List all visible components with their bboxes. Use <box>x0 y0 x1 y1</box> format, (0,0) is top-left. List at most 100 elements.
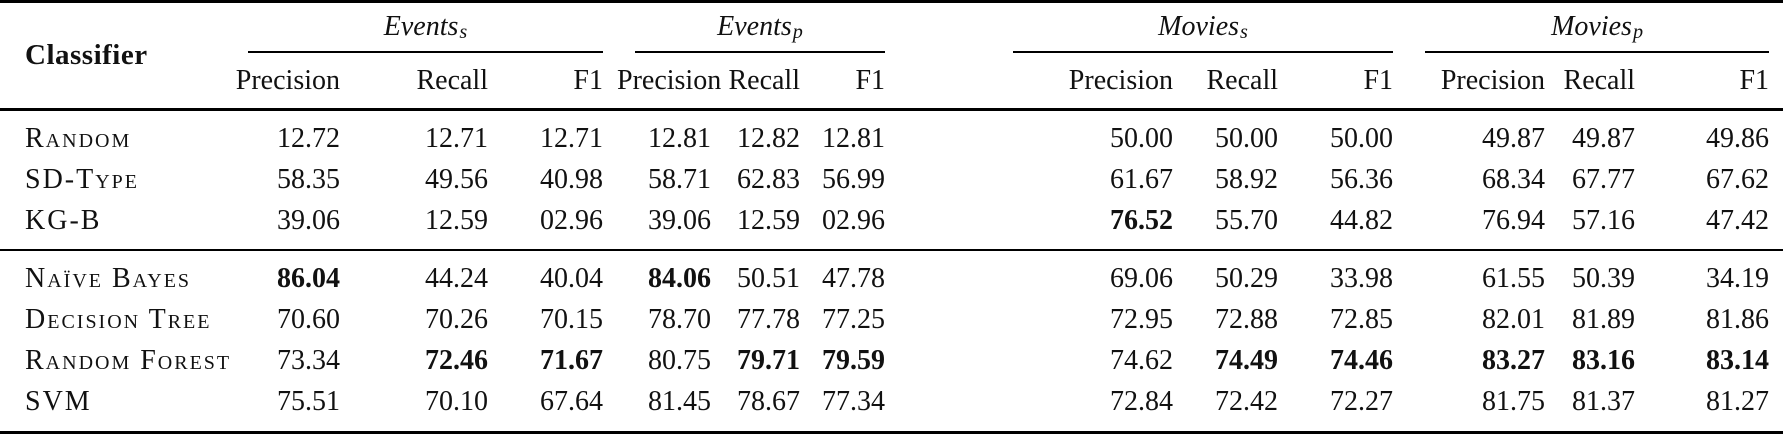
table-row: SVM 75.51 70.10 67.64 81.45 78.67 77.34 72.84 72… <box>0 382 1783 432</box>
metric-value: 77.34 <box>822 385 886 417</box>
metric-value: 81.45 <box>648 385 711 417</box>
metric-value: 57.16 <box>1572 204 1636 236</box>
metric-value: 56.36 <box>1330 163 1394 195</box>
column-spacer <box>899 382 995 432</box>
metric-value: 39.06 <box>277 204 340 236</box>
metric-value: 34.19 <box>1649 249 1783 301</box>
metric-column-header: F1 <box>502 53 617 111</box>
metric-value: 70.15 <box>540 304 603 336</box>
metric-value: 84.06 <box>617 249 725 301</box>
group-header-events-p: Events p <box>617 2 899 53</box>
metric-value: 72.84 <box>1110 385 1174 417</box>
group-name: Movies <box>1158 11 1240 42</box>
metric-value: 86.04 <box>230 249 354 301</box>
column-spacer <box>899 300 995 341</box>
group-name: Events <box>383 11 459 42</box>
metric-value: 80.75 <box>648 344 711 376</box>
metric-value: 02.96 <box>822 204 886 236</box>
metric-column-header: Recall <box>725 53 814 111</box>
classifier-name: Naïve Bayes <box>0 249 230 301</box>
metric-value: 50.29 <box>1187 249 1293 301</box>
metric-value: 70.60 <box>277 304 340 336</box>
metric-value: 72.85 <box>1330 304 1394 336</box>
metric-value: 50.39 <box>1559 249 1650 301</box>
metric-column-header: Precision <box>617 53 725 111</box>
column-spacer <box>899 1 996 111</box>
metric-header-row: Precision Recall F1 Precision Recall F1 Precis… <box>0 53 1783 111</box>
metric-value: 50.00 <box>1330 123 1394 154</box>
metric-value: 78.67 <box>737 385 800 417</box>
metric-value: 12.72 <box>277 123 340 154</box>
metric-value: 68.34 <box>1482 163 1546 195</box>
metric-value: 75.51 <box>277 385 340 417</box>
column-spacer <box>899 249 996 301</box>
group-name: Movies <box>1551 11 1632 42</box>
column-spacer <box>899 201 995 251</box>
metric-value: 74.49 <box>1215 344 1279 376</box>
metric-column-header: Recall <box>1559 53 1650 111</box>
group-subscript: s <box>1240 20 1248 43</box>
metric-value: 12.59 <box>737 204 800 236</box>
metric-value: 44.24 <box>354 249 502 301</box>
group-header-events-s: Events s <box>230 2 617 53</box>
column-spacer <box>899 110 995 160</box>
metric-value: 61.67 <box>1110 163 1174 195</box>
metric-value: 78.70 <box>648 304 711 336</box>
metric-value: 81.86 <box>1706 304 1770 336</box>
metric-value: 83.16 <box>1572 344 1636 376</box>
metric-value: 39.06 <box>648 204 711 236</box>
metric-value: 70.26 <box>425 304 488 336</box>
metric-value: 69.06 <box>995 249 1188 301</box>
group-header-movies-s: Movies s <box>995 2 1407 53</box>
metric-value: 12.71 <box>540 123 603 154</box>
group-label: Events s <box>248 3 603 53</box>
metric-value: 58.35 <box>277 163 340 195</box>
metric-value: 77.78 <box>737 304 800 336</box>
table-row: Decision Tree 70.60 70.26 70.15 78.70 77.78 77… <box>0 300 1783 341</box>
metric-value: 55.70 <box>1215 204 1279 236</box>
metric-value: 74.62 <box>1110 344 1174 376</box>
metric-value: 58.92 <box>1215 163 1279 195</box>
metric-value: 76.52 <box>1110 204 1174 236</box>
metric-column-header: Recall <box>1187 53 1293 111</box>
metric-value: 76.94 <box>1482 204 1546 236</box>
classifier-name: Random <box>25 123 132 154</box>
metric-value: 50.51 <box>725 249 814 301</box>
classifier-name: Random Forest <box>25 344 232 376</box>
group-label: Events p <box>635 3 886 53</box>
metric-value: 49.87 <box>1572 123 1636 154</box>
metric-value: 47.78 <box>814 249 900 301</box>
metric-column-header: F1 <box>1292 53 1408 111</box>
group-header-row: Classifier Events s Events p Movies s Movie… <box>0 1 1783 111</box>
group-subscript: p <box>1632 20 1644 43</box>
metric-value: 12.59 <box>425 204 488 236</box>
metric-value: 58.71 <box>648 163 711 195</box>
table-row: Naïve Bayes 86.04 44.24 40.04 84.06 50.51 47.7… <box>0 249 1783 301</box>
group-header-movies-p: Movies p <box>1407 2 1783 53</box>
metric-value: 67.64 <box>540 385 603 417</box>
group-subscript: s <box>459 20 468 43</box>
metric-value: 79.71 <box>737 344 800 376</box>
metric-value: 50.00 <box>1215 123 1279 154</box>
table-header: Classifier Events s Events p Movies s Movie… <box>0 1 1783 111</box>
classifier-name: Decision Tree <box>25 304 212 336</box>
metric-value: 56.99 <box>822 163 886 195</box>
metric-value: 67.62 <box>1706 163 1770 195</box>
metric-value: 77.25 <box>822 304 886 336</box>
metric-value: 72.27 <box>1330 385 1394 417</box>
metric-value: 49.87 <box>1482 123 1546 154</box>
metric-value: 49.56 <box>425 163 488 195</box>
metric-value: 33.98 <box>1292 249 1408 301</box>
group-label: Movies s <box>1013 3 1394 53</box>
table-body: Random 12.72 12.71 12.71 12.81 12.82 12.81 50.0… <box>0 110 1783 433</box>
table-row: Random 12.72 12.71 12.71 12.81 12.82 12.81 50.0… <box>0 110 1783 160</box>
metric-value: 61.55 <box>1407 249 1560 301</box>
metric-value: 44.82 <box>1330 204 1394 236</box>
metric-value: 70.10 <box>425 385 488 417</box>
metric-value: 71.67 <box>540 344 603 376</box>
table-row: Random Forest 73.34 72.46 71.67 80.75 79.71 79… <box>0 341 1783 382</box>
classifier-name: SD-Type <box>25 163 140 195</box>
metric-value: 12.82 <box>737 123 800 154</box>
table-row: SD-Type 58.35 49.56 40.98 58.71 62.83 56.99 61.… <box>0 160 1783 201</box>
